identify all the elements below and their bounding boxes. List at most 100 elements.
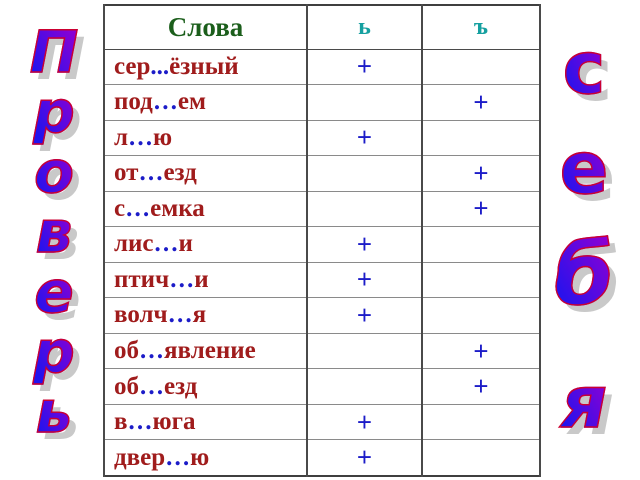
decor-word-prover xyxy=(6,22,102,448)
ellipsis-gap: … xyxy=(153,230,179,258)
word-cell: птич…и xyxy=(103,261,308,299)
decor-letter xyxy=(34,143,81,208)
soft-sign-cell-plus: + xyxy=(306,297,423,334)
soft-sign-cell xyxy=(306,368,423,405)
ellipsis-gap: … xyxy=(128,123,154,151)
word-prefix: л xyxy=(114,123,129,151)
word-prefix: от xyxy=(114,159,139,187)
table-row: двер…ю + xyxy=(103,439,541,477)
table-row: об…явление + xyxy=(103,332,541,370)
word-prefix: об xyxy=(114,337,139,365)
soft-sign-cell-plus: + xyxy=(306,226,423,263)
hard-sign-cell xyxy=(421,261,541,299)
soft-sign-cell xyxy=(306,155,423,192)
hard-sign-cell-plus: + xyxy=(421,332,541,370)
hard-sign-cell xyxy=(421,48,541,86)
word-cell: волч…я xyxy=(103,297,308,334)
decor-letter xyxy=(561,366,614,445)
ellipsis-gap: … xyxy=(169,265,195,293)
word-suffix: и xyxy=(178,230,193,258)
soft-sign-cell-plus: + xyxy=(306,403,423,441)
decor-word-sebya xyxy=(536,18,632,452)
word-suffix: и xyxy=(194,265,209,293)
word-prefix: в xyxy=(114,408,128,436)
word-prefix: волч xyxy=(114,301,168,329)
ellipsis-gap: … xyxy=(152,88,178,116)
decor-letter xyxy=(36,383,79,448)
soft-sign-cell-plus: + xyxy=(306,261,423,299)
decor-letter xyxy=(554,232,621,325)
word-prefix: двер xyxy=(114,443,166,471)
word-cell: сер...ёзный xyxy=(103,48,308,86)
word-suffix: ёзный xyxy=(169,52,239,80)
column-header-hard-sign: ъ xyxy=(421,4,541,50)
word-suffix: явление xyxy=(164,337,256,365)
ellipsis-gap: … xyxy=(138,159,164,187)
word-cell: л…ю xyxy=(103,119,308,157)
table-row: лис…и + xyxy=(103,226,541,263)
word-prefix: сер xyxy=(114,52,151,80)
hard-sign-cell-plus: + xyxy=(421,368,541,405)
word-suffix: юга xyxy=(152,408,196,436)
word-cell: об…явление xyxy=(103,332,308,370)
word-cell: от…езд xyxy=(103,155,308,192)
words-table: Слова ь ъ сер...ёзный + под…ем + л…ю + от…езд +… xyxy=(103,4,541,477)
ellipsis-gap: … xyxy=(139,337,164,365)
ellipsis-gap: … xyxy=(127,408,153,436)
table-row: птич…и + xyxy=(103,261,541,299)
decor-letter xyxy=(33,83,81,148)
word-suffix: езд xyxy=(164,372,198,400)
soft-sign-cell-plus: + xyxy=(306,48,423,86)
hard-sign-cell xyxy=(421,297,541,334)
word-cell: в…юга xyxy=(103,403,308,441)
word-suffix: ем xyxy=(177,88,206,116)
word-prefix: птич xyxy=(114,265,170,293)
word-prefix: об xyxy=(114,372,139,400)
ellipsis-gap: ... xyxy=(150,52,170,80)
soft-sign-cell xyxy=(306,190,423,228)
table-row: под…ем + xyxy=(103,84,541,121)
table-row: волч…я + xyxy=(103,297,541,334)
hard-sign-cell-plus: + xyxy=(421,190,541,228)
decor-letter xyxy=(560,132,616,211)
word-prefix: с xyxy=(114,194,126,222)
hard-sign-cell-plus: + xyxy=(421,155,541,192)
soft-sign-cell-plus: + xyxy=(306,439,423,477)
word-cell: с…емка xyxy=(103,190,308,228)
soft-sign-cell xyxy=(306,84,423,121)
decor-letter xyxy=(36,203,79,268)
table-row: от…езд + xyxy=(103,155,541,192)
word-suffix: ю xyxy=(153,123,173,151)
word-cell: лис…и xyxy=(103,226,308,263)
ellipsis-gap: … xyxy=(167,301,193,329)
table-header-row: Слова ь ъ xyxy=(103,4,541,50)
table-row: в…юга + xyxy=(103,403,541,441)
word-suffix: емка xyxy=(150,194,205,222)
hard-sign-cell xyxy=(421,226,541,263)
word-cell: двер…ю xyxy=(103,439,308,477)
column-header-words: Слова xyxy=(103,4,308,50)
decor-letter xyxy=(34,263,81,328)
table-body: сер...ёзный + под…ем + л…ю + от…езд + с…емка + лис… xyxy=(103,48,541,477)
table-row: сер...ёзный + xyxy=(103,48,541,86)
table-row: об…езд + xyxy=(103,368,541,405)
word-cell: об…езд xyxy=(103,368,308,405)
column-header-soft-sign: ь xyxy=(306,4,423,50)
table-row: л…ю + xyxy=(103,119,541,157)
hard-sign-cell-plus: + xyxy=(421,84,541,121)
ellipsis-gap: … xyxy=(139,372,164,400)
decor-letter xyxy=(33,323,81,388)
word-suffix: ю xyxy=(190,443,210,471)
hard-sign-cell xyxy=(421,403,541,441)
ellipsis-gap: … xyxy=(165,443,191,471)
table-row: с…емка + xyxy=(103,190,541,228)
word-prefix: лис xyxy=(114,230,154,258)
hard-sign-cell xyxy=(421,439,541,477)
soft-sign-cell xyxy=(306,332,423,370)
word-suffix: я xyxy=(192,301,207,329)
ellipsis-gap: … xyxy=(125,194,151,222)
soft-sign-cell-plus: + xyxy=(306,119,423,157)
word-prefix: под xyxy=(114,88,153,116)
hard-sign-cell xyxy=(421,119,541,157)
